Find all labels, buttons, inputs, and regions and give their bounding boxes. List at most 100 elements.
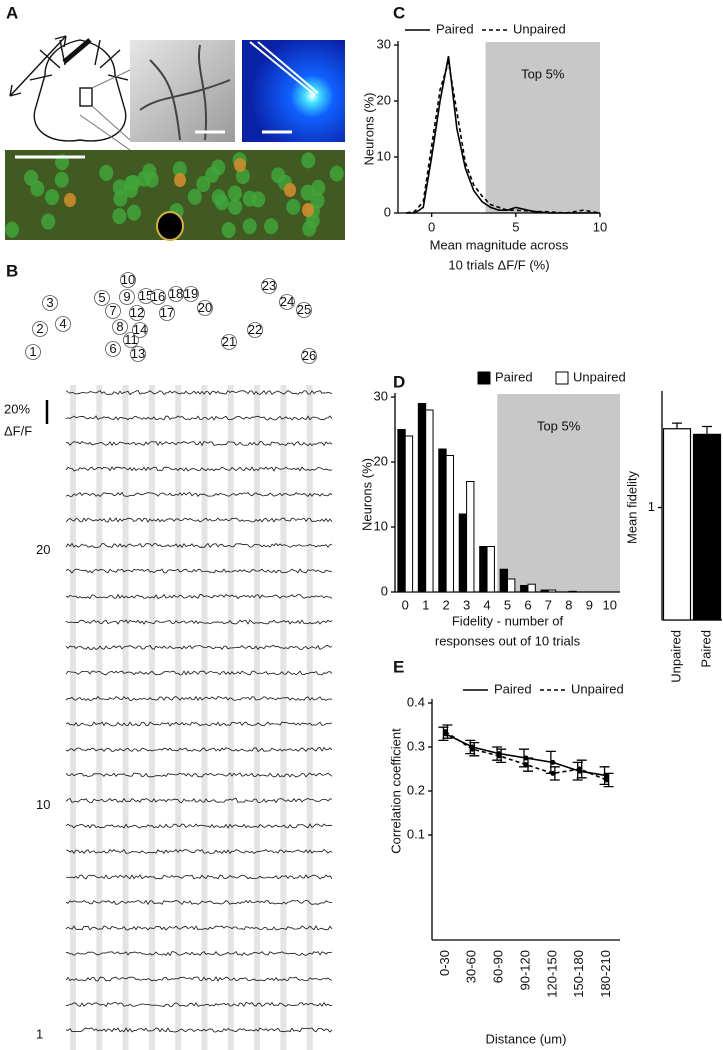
astrocyte: [234, 158, 246, 172]
trace: [65, 925, 333, 931]
error-bar: [672, 422, 682, 429]
cell-number: 1: [29, 344, 36, 359]
vasculature-image: [130, 40, 235, 142]
trial-band: [122, 385, 129, 1050]
cell-circle: [197, 300, 213, 316]
soma: [242, 218, 257, 235]
trace: [65, 415, 333, 421]
soma: [211, 159, 226, 176]
scale-value: 20%: [4, 401, 30, 416]
cell-circle: [105, 341, 121, 357]
error-bar: [702, 425, 712, 435]
row-label: 1: [36, 1026, 43, 1041]
zoom-line: [79, 114, 131, 151]
trace: [65, 950, 333, 957]
cell-circle: [32, 321, 48, 337]
x-axis-label: Mean magnitude across: [430, 237, 569, 252]
cell-circle: [130, 346, 146, 362]
cell-number: 19: [184, 286, 198, 301]
whiskers: [29, 39, 129, 81]
arrow-heads: [9, 35, 67, 97]
soma: [112, 179, 127, 196]
panel-label: D: [393, 372, 405, 391]
cell-circle: [279, 294, 295, 310]
x-tick-label: 7: [545, 597, 552, 612]
cell-number: 26: [302, 348, 316, 363]
trace: [65, 772, 333, 778]
cell-number: 17: [160, 305, 174, 320]
trial-band: [227, 385, 234, 1050]
x-tick-label: 5: [512, 219, 519, 234]
soma: [228, 198, 243, 215]
bar: [520, 585, 529, 593]
series-line: [406, 61, 601, 214]
y-tick-label: 10: [374, 518, 388, 533]
trace: [65, 746, 333, 752]
x-tick-label: 10: [593, 219, 607, 234]
annotation: Top 5%: [521, 66, 565, 81]
cell-circle: [25, 344, 41, 360]
cell-circle: [221, 334, 237, 350]
x-tick-label: 0-30: [437, 950, 452, 976]
x-tick-label: 30-60: [464, 950, 479, 983]
soma: [301, 152, 316, 169]
soma: [187, 188, 202, 205]
cell-number: 14: [133, 322, 147, 337]
point: [604, 777, 610, 783]
x-tick-label: 2: [443, 597, 450, 612]
cell-number: 10: [121, 272, 135, 287]
cell-number: 9: [123, 289, 130, 304]
soma: [99, 164, 114, 181]
cell-circle: [120, 272, 136, 288]
x-tick-label: 9: [586, 597, 593, 612]
cell-number: 5: [98, 290, 105, 305]
panel-label: B: [6, 261, 18, 280]
x-tick-label: Unpaired: [668, 630, 683, 683]
soma: [211, 189, 226, 206]
soma: [264, 218, 279, 235]
y-tick-label: 0.4: [407, 694, 425, 709]
soma: [41, 213, 56, 230]
cell-circle: [132, 322, 148, 338]
cell-circle: [94, 290, 110, 306]
point: [469, 746, 475, 752]
y-tick-label: 0.3: [407, 738, 425, 753]
x-tick-label: 0: [428, 219, 435, 234]
cell-number: 25: [297, 302, 311, 317]
trace: [65, 823, 333, 829]
cell-number: 7: [109, 303, 116, 318]
x-tick-label: 3: [463, 597, 470, 612]
cell-number: 15: [139, 288, 153, 303]
cell-number: 12: [130, 305, 144, 320]
point: [550, 759, 556, 765]
soma: [302, 220, 317, 237]
scale-unit: ΔF/F: [4, 423, 32, 438]
soma: [5, 221, 20, 238]
x-tick-label: 10: [603, 597, 617, 612]
soma: [137, 170, 152, 187]
legend-swatch: [477, 371, 491, 385]
soma: [311, 179, 326, 196]
annotation: Top 5%: [537, 418, 581, 433]
soma: [300, 184, 315, 201]
trace: [65, 440, 333, 447]
top-5-region: [497, 394, 620, 592]
trace: [65, 517, 333, 523]
x-tick-label: 5: [504, 597, 511, 612]
arrow: [9, 35, 67, 97]
cell-circle: [261, 278, 277, 294]
soma: [30, 180, 45, 197]
x-tick-label: Paired: [698, 630, 713, 668]
trial-band: [254, 385, 261, 1050]
trace: [65, 593, 333, 600]
y-axis-label: Correlation coefficient: [388, 728, 403, 854]
bar: [397, 429, 406, 593]
soma: [221, 221, 236, 238]
cell-circle: [296, 302, 312, 318]
cell-circle: [150, 289, 166, 305]
trial-band: [70, 385, 76, 1050]
trace: [65, 466, 333, 472]
panel-a-art: [9, 35, 131, 151]
soma: [235, 168, 250, 185]
